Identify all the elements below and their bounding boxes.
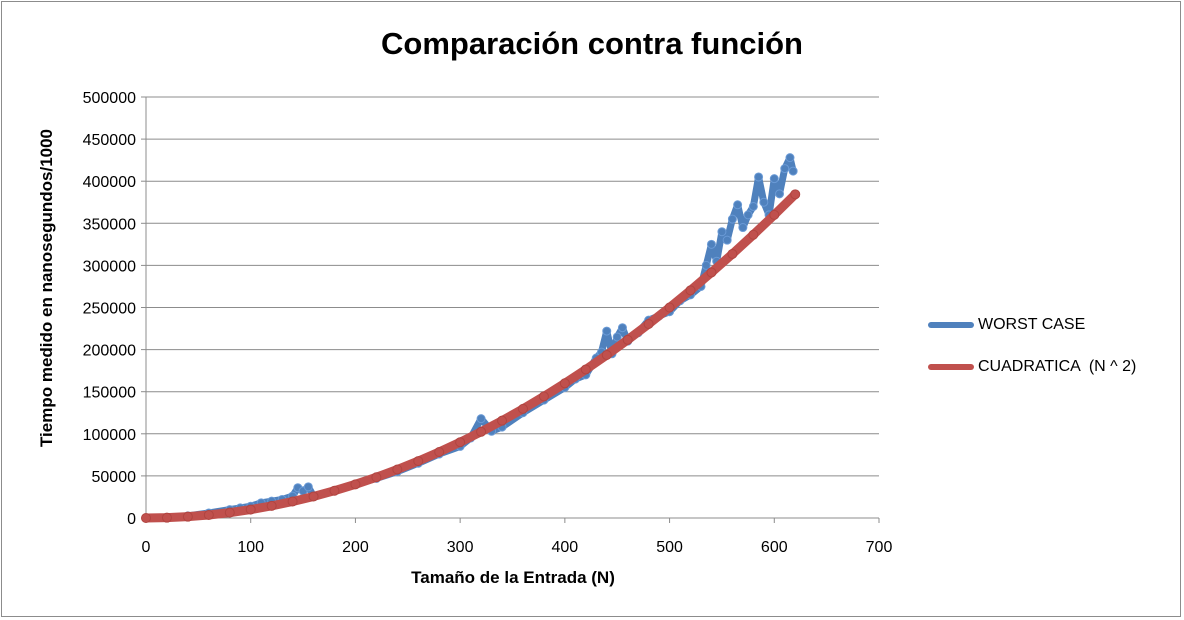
- y-tick-label: 350000: [83, 216, 136, 233]
- data-point: [759, 197, 769, 207]
- legend-swatch-worst-case: [928, 322, 974, 328]
- y-tick-label: 50000: [92, 469, 137, 486]
- data-point: [245, 504, 256, 515]
- series-line: [142, 154, 797, 522]
- legend-item-worst-case: WORST CASE: [928, 315, 1085, 335]
- data-point: [622, 334, 633, 345]
- series-line: [141, 189, 800, 523]
- data-point: [743, 210, 753, 220]
- data-point: [476, 426, 487, 437]
- x-tick-label: 100: [237, 539, 264, 556]
- data-point: [266, 500, 277, 511]
- y-tick-label: 150000: [83, 385, 136, 402]
- data-point: [497, 415, 508, 426]
- data-point: [775, 189, 785, 199]
- data-point: [617, 323, 627, 333]
- data-point: [748, 229, 759, 240]
- data-point: [785, 153, 795, 163]
- data-point: [601, 349, 612, 360]
- data-point: [780, 164, 790, 174]
- data-point: [602, 326, 612, 336]
- legend-label-cuadratica: CUADRATICA (N ^ 2): [978, 358, 1137, 375]
- data-point: [141, 513, 151, 523]
- y-tick-label: 0: [127, 511, 136, 528]
- data-point: [308, 491, 319, 502]
- data-point: [788, 166, 798, 176]
- y-axis-label: Tiempo medido en nanosegundos/1000: [37, 128, 56, 448]
- chart-title: Comparación contra función: [381, 26, 803, 61]
- y-tick-label: 200000: [83, 343, 136, 360]
- data-point: [643, 319, 654, 330]
- y-tick-label: 300000: [83, 258, 136, 275]
- data-point: [738, 223, 748, 233]
- x-axis-label: Tamaño de la Entrada (N): [411, 568, 615, 587]
- data-point: [517, 403, 528, 414]
- y-tick-label: 100000: [83, 427, 136, 444]
- data-point: [664, 302, 675, 313]
- data-point: [769, 174, 779, 184]
- y-tick-label: 450000: [83, 132, 136, 149]
- data-point: [538, 391, 549, 402]
- x-tick-label: 600: [761, 539, 788, 556]
- x-tick-label: 200: [342, 539, 369, 556]
- data-point: [203, 509, 214, 520]
- data-point: [182, 511, 193, 522]
- series-0: [141, 153, 798, 523]
- data-point: [706, 239, 716, 249]
- data-point: [748, 201, 758, 211]
- data-point: [392, 464, 403, 475]
- data-point: [371, 472, 382, 483]
- data-point: [722, 235, 732, 245]
- data-point: [706, 267, 717, 278]
- data-point: [701, 260, 711, 270]
- legend-item-cuadratica: CUADRATICA (N ^ 2): [928, 357, 1136, 377]
- data-point: [455, 437, 466, 448]
- data-point: [580, 364, 591, 375]
- data-point: [287, 496, 298, 507]
- y-tick-label: 400000: [83, 174, 136, 191]
- data-point: [303, 482, 313, 492]
- x-tick-label: 700: [866, 539, 893, 556]
- data-point: [434, 446, 445, 457]
- x-tick-label: 500: [656, 539, 683, 556]
- series-1: [141, 189, 801, 523]
- x-tick-label: 300: [447, 539, 474, 556]
- data-point: [329, 485, 340, 496]
- data-point: [476, 414, 486, 424]
- y-tick-label: 500000: [83, 90, 136, 107]
- data-point: [413, 456, 424, 467]
- legend-label-worst-case: WORST CASE: [978, 316, 1086, 333]
- data-point: [717, 227, 727, 237]
- legend-swatch-cuadratica: [928, 364, 974, 370]
- data-point: [733, 200, 743, 210]
- data-point: [685, 285, 696, 296]
- data-point: [350, 479, 361, 490]
- data-point: [754, 172, 764, 182]
- data-point: [727, 214, 737, 224]
- data-point: [612, 332, 622, 342]
- data-point: [769, 209, 780, 220]
- x-tick-label: 400: [552, 539, 579, 556]
- data-point: [559, 378, 570, 389]
- data-point: [161, 512, 172, 523]
- data-point: [790, 189, 801, 200]
- data-point: [224, 507, 235, 518]
- x-tick-label: 0: [142, 539, 151, 556]
- data-point: [727, 248, 738, 259]
- y-tick-label: 250000: [83, 301, 136, 318]
